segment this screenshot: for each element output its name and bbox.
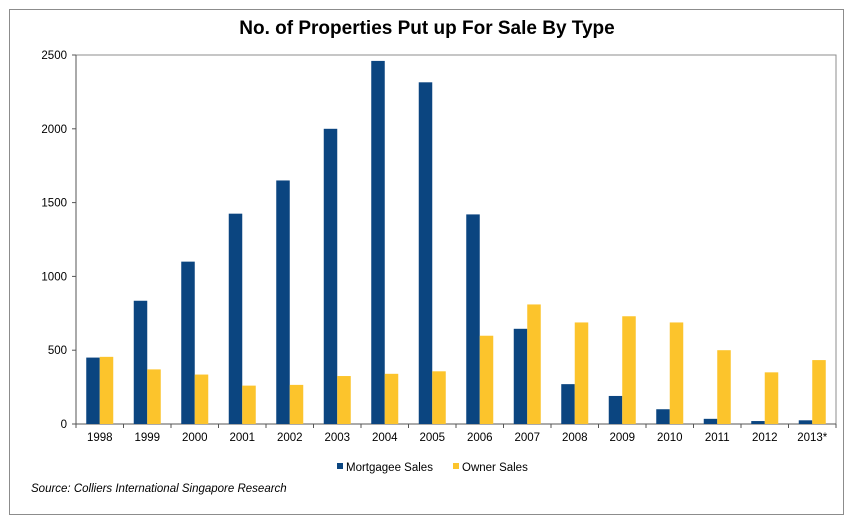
bar-owner-2011 [717,350,731,424]
x-tick-label: 1998 [87,432,113,444]
bar-mortgagee-2009 [608,395,623,424]
bar-owner-2003 [337,376,351,424]
x-tick-label: 2011 [705,432,730,444]
legend-swatch [337,463,343,469]
y-tick-label: 2000 [41,124,67,136]
bar-owner-2000 [194,374,209,424]
bar-owner-2013 [812,360,826,424]
legend-swatch [453,463,459,469]
bar-mortgagee-2011 [703,418,718,424]
bar-mortgagee-2002 [276,180,290,424]
x-tick-label: 2002 [277,432,303,444]
bar-mortgagee-2001 [228,213,243,424]
bar-mortgagee-2010 [656,409,670,424]
x-tick-label: 2003 [324,432,350,444]
x-tick-label: 2000 [182,432,208,444]
chart-frame [9,9,844,515]
x-tick-label: 2012 [752,432,778,444]
bar-mortgagee-2006 [466,214,480,424]
y-tick-label: 1000 [41,271,67,283]
bar-owner-2009 [622,316,636,424]
x-tick-label: 2013* [797,432,828,444]
bar-mortgagee-2007 [513,328,528,424]
source-note: Source: Colliers International Singapore… [31,483,287,495]
bar-owner-2002 [289,384,304,424]
x-tick-label: 2010 [657,432,683,444]
bar-owner-2006 [479,335,494,424]
chart-title: No. of Properties Put up For Sale By Typ… [239,18,615,39]
x-tick-label: 2004 [372,432,398,444]
x-tick-label: 2001 [229,432,255,444]
bar-mortgagee-2005 [418,82,433,424]
bar-owner-2004 [384,373,399,424]
bar-owner-2001 [242,385,256,424]
bar-owner-1998 [99,356,114,424]
bar-mortgagee-2004 [371,60,385,425]
bar-owner-1999 [147,369,161,424]
bar-owner-2008 [574,322,589,424]
bar-mortgagee-2012 [751,421,765,424]
bar-mortgagee-1998 [86,357,100,424]
legend-label: Mortgagee Sales [346,462,433,474]
legend-label: Owner Sales [462,462,528,474]
x-tick-label: 2009 [609,432,635,444]
x-tick-label: 1999 [134,432,160,444]
bar-mortgagee-2003 [323,128,338,425]
y-tick-label: 2500 [41,50,67,62]
x-tick-label: 2005 [419,432,445,444]
bar-owner-2005 [432,371,446,424]
bar-owner-2010 [669,322,684,424]
y-tick-label: 1500 [41,198,67,210]
bar-mortgagee-2013 [798,420,813,424]
bar-mortgagee-2000 [181,261,195,424]
x-tick-label: 2006 [467,432,493,444]
bar-owner-2007 [527,304,541,424]
y-tick-label: 0 [61,419,67,431]
bar-mortgagee-2008 [561,384,575,424]
x-tick-label: 2007 [514,432,540,444]
y-tick-label: 500 [48,345,67,357]
x-tick-label: 2008 [562,432,588,444]
bar-owner-2012 [764,372,779,424]
bar-mortgagee-1999 [133,300,148,424]
